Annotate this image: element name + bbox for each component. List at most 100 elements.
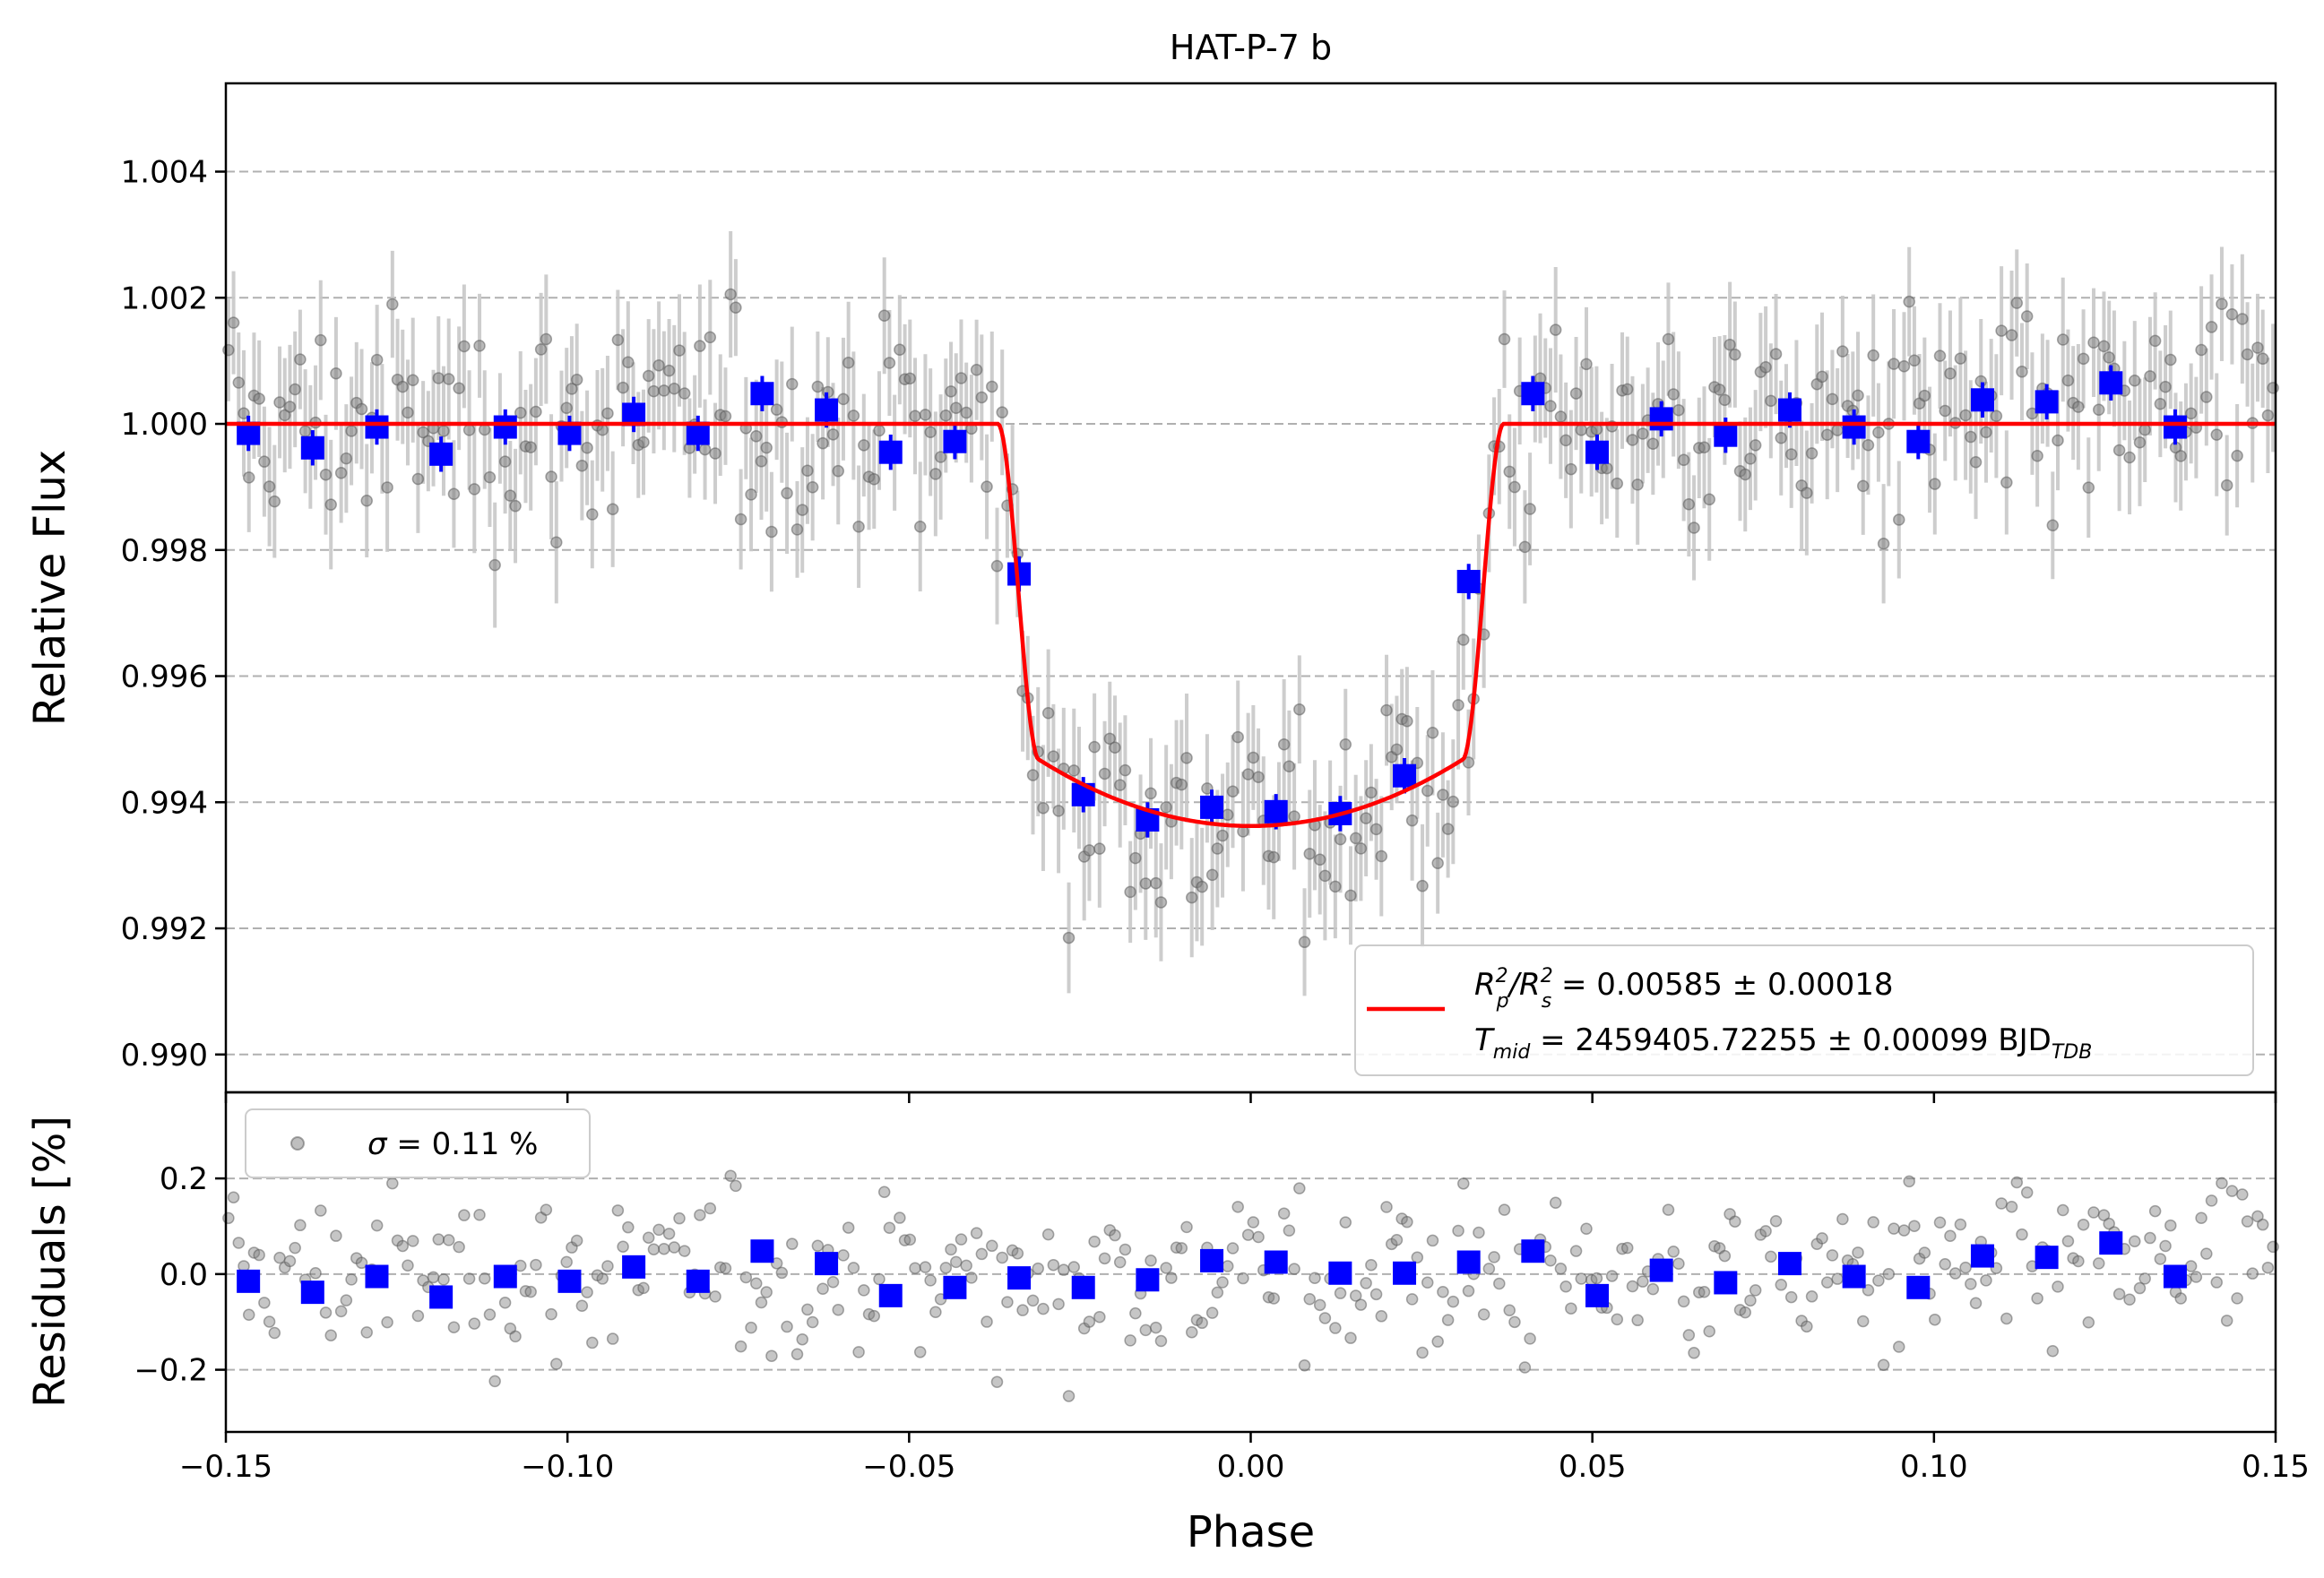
raw-point: [1375, 849, 1388, 863]
raw-point: [1908, 354, 1921, 367]
raw-point: [1113, 779, 1127, 791]
residual-raw-point: [1872, 1274, 1885, 1287]
residual-raw-point: [1677, 1295, 1690, 1308]
raw-point: [458, 340, 471, 353]
residual-raw-point: [1672, 1257, 1685, 1270]
flux-y-axis-label: Relative Flux: [25, 450, 75, 727]
residual-raw-point: [1205, 1306, 1219, 1319]
residual-raw-point: [1801, 1320, 1813, 1333]
residual-raw-point: [1447, 1295, 1460, 1308]
raw-point: [694, 340, 706, 352]
residual-binned-point: [1456, 1250, 1481, 1274]
residual-raw-point: [2000, 1312, 2013, 1325]
residual-raw-point: [1948, 1267, 1962, 1280]
residual-raw-point: [2246, 1267, 2259, 1280]
residual-raw-point: [1401, 1215, 1413, 1229]
transit-model-curve: [226, 421, 2276, 829]
raw-point: [1739, 468, 1751, 481]
raw-point: [324, 498, 337, 511]
raw-point: [1724, 338, 1736, 351]
raw-point: [2020, 310, 2034, 323]
raw-point: [1129, 851, 1142, 865]
raw-point: [524, 441, 537, 453]
raw-point: [730, 301, 742, 314]
residual-raw-point: [858, 1284, 870, 1297]
raw-point: [1401, 714, 1413, 728]
raw-point: [934, 451, 947, 463]
raw-point: [1749, 439, 1762, 452]
raw-point: [1575, 424, 1588, 436]
residual-raw-point: [730, 1179, 742, 1193]
binned-point: [815, 398, 839, 422]
raw-point: [1160, 801, 1172, 814]
binned-point: [1264, 799, 1288, 823]
residual-raw-point: [1016, 1304, 1029, 1316]
residual-raw-point: [1222, 1260, 1234, 1272]
residual-binned-point: [1393, 1261, 1417, 1285]
residual-raw-point: [581, 1286, 593, 1298]
raw-point: [2144, 370, 2156, 383]
raw-point: [842, 357, 855, 369]
residual-raw-point: [965, 1272, 978, 1284]
raw-point: [1631, 479, 1644, 491]
raw-point: [986, 380, 998, 393]
residual-raw-point: [227, 1191, 240, 1203]
residual-raw-point: [1360, 1277, 1372, 1289]
raw-point: [1677, 453, 1690, 467]
residual-raw-point: [242, 1308, 255, 1321]
residual-raw-point: [2133, 1281, 2147, 1295]
raw-point: [760, 441, 773, 454]
raw-point: [1801, 487, 1813, 499]
raw-point: [883, 357, 896, 369]
residual-raw-point: [909, 1262, 921, 1274]
residual-raw-point: [662, 1228, 676, 1240]
raw-point: [2210, 428, 2223, 441]
raw-point: [319, 468, 333, 481]
raw-point: [1939, 404, 1951, 418]
residual-raw-point: [232, 1237, 246, 1249]
raw-point: [473, 340, 486, 352]
raw-point: [2046, 519, 2060, 532]
residual-raw-point: [601, 1260, 614, 1272]
residual-raw-point: [1354, 1298, 1368, 1311]
binned-point: [429, 442, 454, 466]
residual-raw-point: [791, 1348, 804, 1360]
residual-raw-point: [1816, 1232, 1828, 1245]
raw-point: [1154, 896, 1168, 909]
raw-point: [1713, 384, 1726, 396]
residual-raw-point: [509, 1330, 522, 1343]
residual-raw-point: [2077, 1218, 2090, 1231]
raw-point: [2097, 340, 2111, 353]
raw-point: [1062, 931, 1076, 944]
residual-binned-point: [750, 1239, 774, 1263]
residual-raw-point: [1339, 1216, 1352, 1229]
raw-point: [2010, 297, 2024, 309]
residual-raw-point: [1160, 1262, 1172, 1274]
residual-raw-point: [811, 1239, 825, 1253]
residual-raw-point: [315, 1204, 327, 1217]
residual-raw-point: [990, 1375, 1004, 1388]
residual-raw-point: [355, 1256, 368, 1270]
residual-raw-point: [955, 1233, 968, 1246]
raw-point: [273, 396, 286, 409]
raw-point: [2061, 374, 2075, 387]
legend-tmid-entry: Tmid = 2459405.72255 ± 0.00099 BJDTDB: [1474, 1022, 2092, 1064]
residual-raw-point: [2256, 1218, 2269, 1231]
residual-raw-point: [468, 1317, 481, 1330]
residual-raw-point: [637, 1281, 650, 1295]
raw-point: [704, 331, 717, 344]
raw-point: [550, 536, 563, 549]
residual-raw-point: [1575, 1272, 1588, 1285]
raw-point: [1349, 832, 1362, 845]
residual-raw-point: [949, 1255, 963, 1269]
residual-raw-point: [483, 1308, 497, 1321]
raw-point: [1088, 740, 1101, 754]
residual-raw-point: [673, 1212, 686, 1225]
residual-raw-point: [1247, 1216, 1260, 1229]
residual-raw-point: [478, 1272, 491, 1285]
residual-raw-point: [2010, 1176, 2024, 1189]
residual-raw-point: [970, 1227, 983, 1239]
residual-raw-point: [617, 1240, 629, 1253]
residual-raw-point: [658, 1242, 670, 1255]
residual-raw-point: [488, 1375, 501, 1388]
